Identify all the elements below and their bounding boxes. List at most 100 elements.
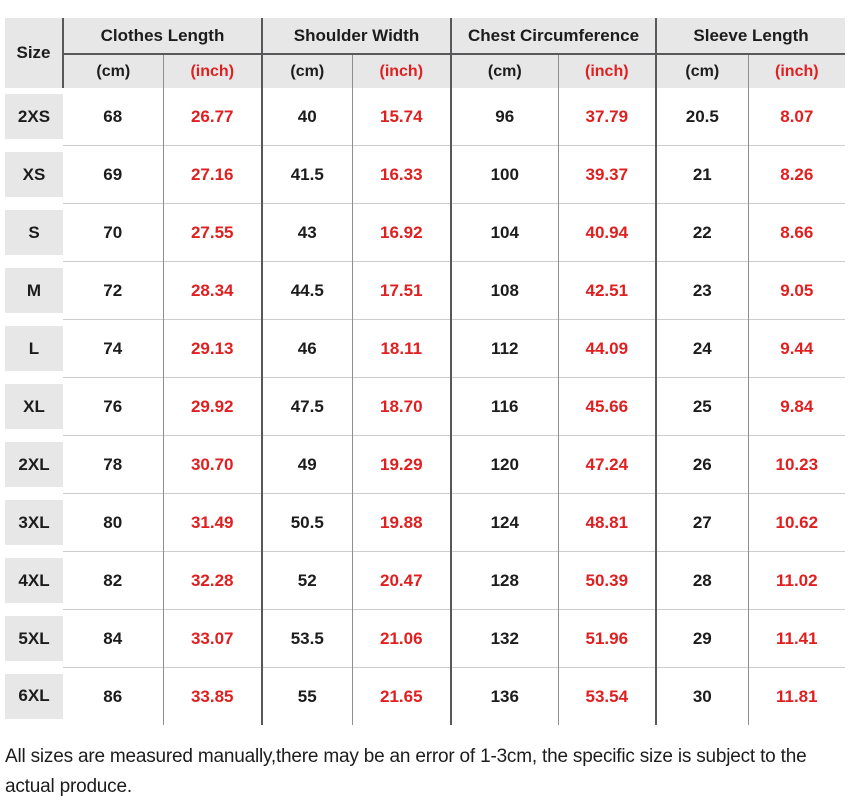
- value-cell: 112: [450, 319, 559, 378]
- value-cell: 8.66: [747, 203, 846, 262]
- size-cell: 2XS: [5, 88, 63, 146]
- value-cell: 51.96: [557, 609, 657, 668]
- value-cell: 15.74: [351, 88, 452, 146]
- value-cell: 33.07: [162, 609, 262, 668]
- value-cell: 49: [261, 435, 352, 494]
- value-cell: 26: [655, 435, 749, 494]
- value-cell: 82: [63, 551, 163, 610]
- value-cell: 80: [63, 493, 163, 552]
- value-cell: 18.70: [351, 377, 452, 436]
- value-cell: 21: [655, 145, 749, 204]
- size-cell: 2XL: [5, 435, 63, 494]
- column-group-shoulder-width: Shoulder Width: [260, 18, 452, 55]
- value-cell: 8.07: [747, 88, 846, 146]
- size-label: XL: [5, 384, 63, 429]
- value-cell: 72: [63, 261, 163, 320]
- value-cell: 70: [63, 203, 163, 262]
- value-cell: 120: [450, 435, 559, 494]
- table-row: 4XL 82 32.28 52 20.47 128 50.39 28 11.02: [5, 551, 846, 610]
- value-cell: 9.05: [747, 261, 846, 320]
- value-cell: 52: [261, 551, 352, 610]
- table-row: S 70 27.55 43 16.92 104 40.94 22 8.66: [5, 203, 846, 262]
- column-group-chest-circumference: Chest Circumference: [450, 18, 657, 55]
- value-cell: 53.54: [557, 667, 657, 725]
- table-row: 3XL 80 31.49 50.5 19.88 124 48.81 27 10.…: [5, 493, 846, 552]
- value-cell: 27.55: [162, 203, 262, 262]
- size-label: 6XL: [5, 673, 63, 719]
- value-cell: 11.41: [747, 609, 846, 668]
- value-cell: 9.84: [747, 377, 846, 436]
- size-chart: Size Clothes Length Shoulder Width Chest…: [5, 18, 846, 725]
- value-cell: 100: [450, 145, 559, 204]
- value-cell: 20.47: [351, 551, 452, 610]
- value-cell: 32.28: [162, 551, 262, 610]
- value-cell: 30.70: [162, 435, 262, 494]
- value-cell: 25: [655, 377, 749, 436]
- size-label: 3XL: [5, 500, 63, 545]
- value-cell: 50.5: [261, 493, 352, 552]
- value-cell: 128: [450, 551, 559, 610]
- size-cell: M: [5, 261, 63, 320]
- value-cell: 76: [63, 377, 163, 436]
- value-cell: 27: [655, 493, 749, 552]
- value-cell: 104: [450, 203, 559, 262]
- value-cell: 28.34: [162, 261, 262, 320]
- size-cell: L: [5, 319, 63, 378]
- size-label: 2XS: [5, 94, 63, 140]
- value-cell: 8.26: [747, 145, 846, 204]
- value-cell: 23: [655, 261, 749, 320]
- value-cell: 43: [261, 203, 352, 262]
- value-cell: 20.5: [655, 88, 749, 146]
- size-label: L: [5, 326, 63, 371]
- value-cell: 42.51: [557, 261, 657, 320]
- table-row: XS 69 27.16 41.5 16.33 100 39.37 21 8.26: [5, 145, 846, 204]
- value-cell: 22: [655, 203, 749, 262]
- size-cell: 3XL: [5, 493, 63, 552]
- column-group-sleeve-length: Sleeve Length: [655, 18, 846, 55]
- value-cell: 40: [261, 88, 352, 146]
- size-cell: XS: [5, 145, 63, 204]
- value-cell: 74: [63, 319, 163, 378]
- unit-header-cm: (cm): [450, 54, 559, 88]
- value-cell: 10.23: [747, 435, 846, 494]
- value-cell: 28: [655, 551, 749, 610]
- value-cell: 9.44: [747, 319, 846, 378]
- value-cell: 31.49: [162, 493, 262, 552]
- value-cell: 96: [450, 88, 559, 146]
- size-cell: 6XL: [5, 667, 63, 725]
- table-row: 2XS 68 26.77 40 15.74 96 37.79 20.5 8.07: [5, 88, 846, 146]
- value-cell: 132: [450, 609, 559, 668]
- measurement-disclaimer: All sizes are measured manually,there ma…: [5, 746, 807, 798]
- value-cell: 16.33: [351, 145, 452, 204]
- size-chart-table: Size Clothes Length Shoulder Width Chest…: [5, 18, 846, 725]
- value-cell: 18.11: [351, 319, 452, 378]
- value-cell: 41.5: [261, 145, 352, 204]
- unit-header-cm: (cm): [261, 54, 352, 88]
- size-cell: S: [5, 203, 63, 262]
- size-label: S: [5, 210, 63, 255]
- value-cell: 69: [63, 145, 163, 204]
- value-cell: 40.94: [557, 203, 657, 262]
- value-cell: 24: [655, 319, 749, 378]
- value-cell: 78: [63, 435, 163, 494]
- value-cell: 37.79: [557, 88, 657, 146]
- value-cell: 29.92: [162, 377, 262, 436]
- size-label: XS: [5, 152, 63, 197]
- column-header-size: Size: [5, 18, 64, 88]
- table-row: L 74 29.13 46 18.11 112 44.09 24 9.44: [5, 319, 846, 378]
- value-cell: 136: [450, 667, 559, 725]
- value-cell: 11.81: [747, 667, 846, 725]
- value-cell: 84: [63, 609, 163, 668]
- unit-header-inch: (inch): [557, 54, 657, 88]
- value-cell: 46: [261, 319, 352, 378]
- value-cell: 45.66: [557, 377, 657, 436]
- value-cell: 21.65: [351, 667, 452, 725]
- size-label: M: [5, 268, 63, 313]
- value-cell: 11.02: [747, 551, 846, 610]
- value-cell: 47.5: [261, 377, 352, 436]
- header-unit-row: (cm) (inch) (cm) (inch) (cm) (inch) (cm)…: [5, 54, 846, 88]
- size-label: 4XL: [5, 558, 63, 603]
- column-group-clothes-length: Clothes Length: [62, 18, 262, 55]
- value-cell: 17.51: [351, 261, 452, 320]
- value-cell: 33.85: [162, 667, 262, 725]
